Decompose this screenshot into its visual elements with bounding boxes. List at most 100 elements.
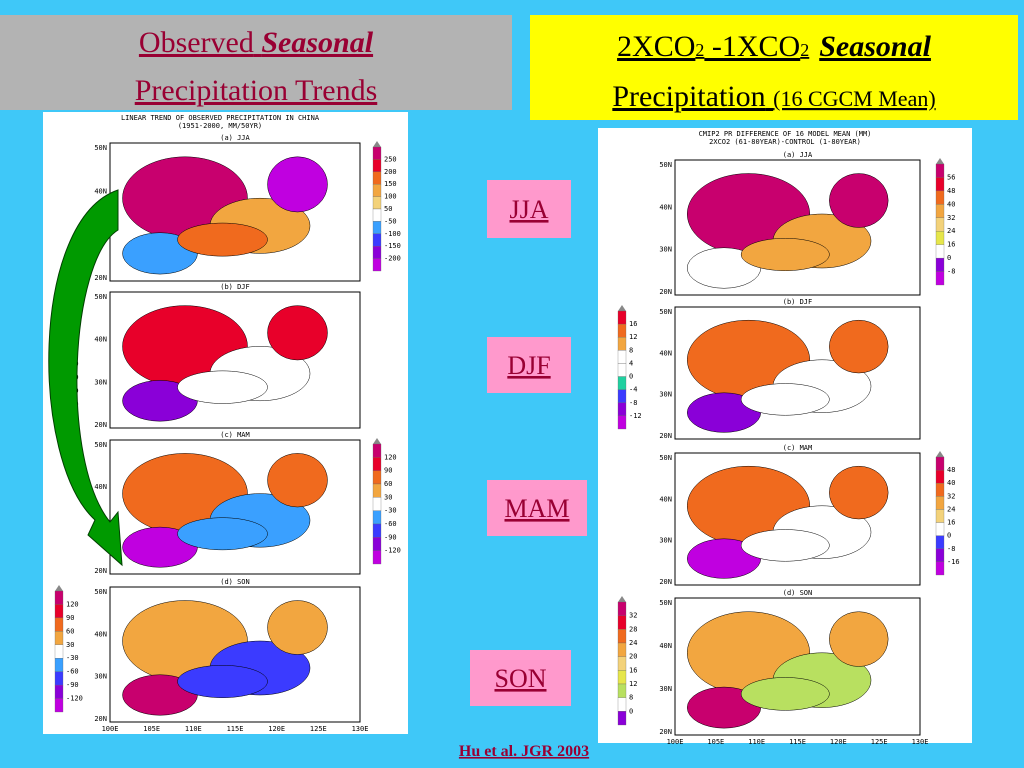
lat-label: 40N: [659, 642, 672, 650]
contour-region: [740, 529, 830, 562]
colorbar-cap: [55, 585, 63, 591]
colorbar-cap: [936, 451, 944, 457]
colorbar-label: -90: [384, 533, 397, 541]
colorbar-label: 30: [66, 641, 74, 649]
colorbar-swatch: [935, 257, 945, 272]
colorbar-label: 0: [947, 254, 951, 262]
colorbar-swatch: [935, 204, 945, 218]
contour-region: [267, 453, 328, 508]
colorbar-swatch: [617, 363, 627, 377]
colorbar-label: 100: [384, 193, 397, 201]
lon-label: 125E: [871, 738, 888, 746]
map-frame: [674, 597, 921, 736]
colorbar-label: 24: [629, 639, 637, 647]
lat-label: 50N: [94, 144, 107, 152]
colorbar-swatch: [617, 337, 627, 351]
t: 2: [800, 40, 809, 60]
colorbar-swatch: [54, 658, 64, 672]
colorbar-label: -8: [629, 399, 637, 407]
lon-label: 110E: [748, 738, 765, 746]
right-title-line2: Precipitation (16 CGCM Mean): [612, 80, 935, 113]
colorbar-swatch: [935, 483, 945, 497]
colorbar-swatch: [617, 697, 627, 712]
colorbar-label: 32: [947, 492, 955, 500]
map: [675, 453, 920, 585]
colorbar-label: 24: [947, 227, 955, 235]
contour-region: [177, 370, 268, 404]
colorbar-swatch: [935, 190, 945, 205]
colorbar-label: 8: [629, 346, 633, 354]
colorbar-label: -60: [66, 668, 79, 676]
colorbar-label: 200: [384, 168, 397, 176]
t: -1XCO: [704, 30, 800, 63]
colorbar-label: 40: [947, 479, 955, 487]
lat-label: 40N: [94, 483, 107, 491]
lat-label: 20N: [659, 728, 672, 736]
lat-label: 40N: [659, 203, 672, 211]
contour-region: [177, 517, 268, 551]
colorbar-cap: [936, 158, 944, 164]
panel-label: (d) SON: [220, 578, 250, 586]
colorbar-label: 8: [629, 694, 633, 702]
colorbar-swatch: [617, 615, 627, 630]
season-label: JJA: [509, 195, 548, 224]
map: [110, 587, 360, 722]
colorbar-swatch: [372, 523, 382, 538]
lat-label: 40N: [94, 336, 107, 344]
lat-label: 50N: [659, 308, 672, 316]
lon-label: 120E: [268, 725, 285, 733]
lat-label: 30N: [659, 391, 672, 399]
figure-title: CMIP2 PR DIFFERENCE OF 16 MODEL MEAN (MM…: [699, 130, 872, 138]
lat-label: 20N: [659, 578, 672, 586]
lon-label: 105E: [707, 738, 724, 746]
season-box: [487, 337, 571, 393]
figure-title: 2XCO2 (61-80YEAR)-CONTROL (1-80YEAR): [709, 138, 861, 146]
t: 2: [695, 40, 704, 60]
colorbar-swatch: [935, 469, 945, 484]
colorbar-label: 48: [947, 187, 955, 195]
lat-label: 40N: [94, 187, 107, 195]
map-frame: [674, 306, 921, 440]
colorbar-label: 30: [384, 493, 392, 501]
lat-label: 50N: [659, 161, 672, 169]
t: Precipitation: [612, 80, 765, 113]
map: [675, 598, 920, 735]
contour-region: [267, 156, 328, 213]
colorbar-label: -50: [384, 217, 397, 225]
lat-label: 20N: [659, 432, 672, 440]
colorbar-swatch: [372, 258, 382, 272]
colorbar-label: -60: [384, 520, 397, 528]
contour-region: [177, 222, 268, 257]
lat-label: 40N: [659, 495, 672, 503]
colorbar-label: 90: [66, 614, 74, 622]
colorbar-label: 56: [947, 173, 955, 181]
colorbar-swatch: [372, 146, 382, 160]
panel-label: (d) SON: [783, 589, 813, 597]
lon-label: 115E: [789, 738, 806, 746]
colorbar-swatch: [54, 631, 64, 645]
colorbar-swatch: [617, 389, 627, 403]
colorbar-swatch: [372, 483, 382, 498]
lat-label: 50N: [94, 293, 107, 301]
colorbar-swatch: [935, 271, 945, 286]
colorbar-label: -12: [629, 412, 642, 420]
colorbar-swatch: [935, 509, 945, 523]
colorbar-swatch: [617, 310, 627, 325]
contour-region: [829, 611, 889, 667]
contour-region: [740, 677, 830, 711]
colorbar-swatch: [935, 456, 945, 471]
colorbar-swatch: [372, 246, 382, 259]
colorbar-swatch: [617, 711, 627, 726]
colorbar-swatch: [935, 244, 945, 259]
colorbar-label: -150: [384, 242, 401, 250]
colorbar-label: 12: [629, 680, 637, 688]
map-frame: [109, 586, 361, 723]
panel-label: (c) MAM: [783, 444, 813, 452]
t: 2XCO: [617, 30, 695, 63]
lat-label: 20N: [94, 715, 107, 723]
lat-label: 30N: [94, 673, 107, 681]
colorbar-label: -200: [384, 255, 401, 263]
season-box: [470, 650, 571, 706]
panel-label: (a) JJA: [783, 151, 813, 159]
colorbar-swatch: [372, 537, 382, 551]
